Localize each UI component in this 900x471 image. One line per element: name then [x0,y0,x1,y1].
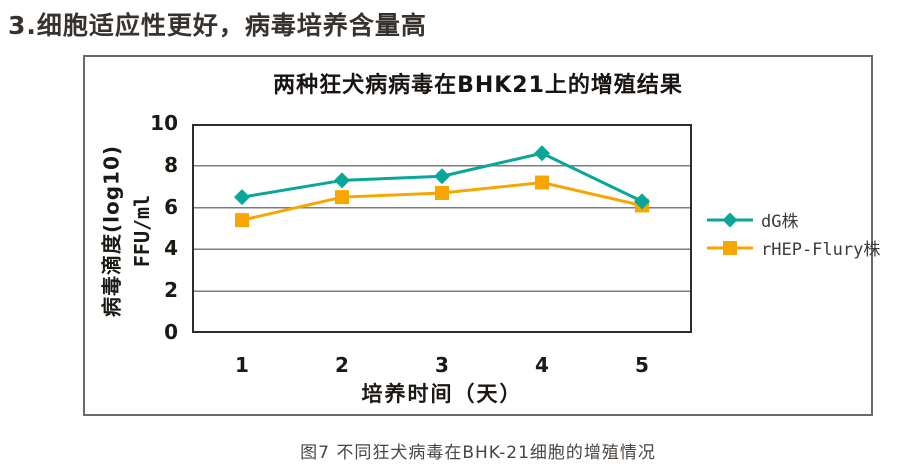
y-tick-label: 2 [164,278,178,303]
legend-item-dg: dG株 [707,207,798,232]
x-tick-label: 2 [335,353,349,377]
data-point-marker [235,213,249,228]
plot-area [192,124,692,333]
legend-item-rhep: rHEP-Flury株 [707,235,880,260]
data-point-marker [335,190,349,205]
data-point-marker [434,168,450,185]
legend-marker-diamond-icon [707,212,753,227]
x-tick-label: 4 [535,353,549,377]
y-tick-label: 6 [164,194,178,219]
x-tick-label: 3 [435,353,449,377]
legend-label: dG株 [761,212,799,232]
data-point-marker [435,185,449,200]
data-point-marker [334,172,350,189]
data-point-marker [535,175,549,190]
chart-title: 两种狂犬病病毒在BHK21上的增殖结果 [273,73,683,98]
plot-border [192,124,692,333]
x-tick-label: 1 [235,353,249,377]
y-tick-label: 8 [164,152,178,177]
y-tick-label: 4 [164,236,178,261]
data-point-marker [534,145,550,162]
data-point-marker [234,189,250,206]
page-heading: 3.细胞适应性更好，病毒培养含量高 [8,11,427,40]
legend-label: rHEP-Flury株 [761,240,881,260]
legend-marker-square-icon [707,240,753,255]
x-axis-title: 培养时间（天） [361,382,523,406]
figure-caption: 图7 不同狂犬病毒在BHK-21细胞的增殖情况 [300,443,656,463]
chart-frame: 两种狂犬病病毒在BHK21上的增殖结果 病毒滴度(log10) FFU/ml 0… [83,55,880,416]
y-tick-label: 0 [164,320,178,344]
x-tick-label: 5 [635,353,649,377]
y-tick-label: 10 [150,111,178,135]
data-point-marker [634,193,650,210]
